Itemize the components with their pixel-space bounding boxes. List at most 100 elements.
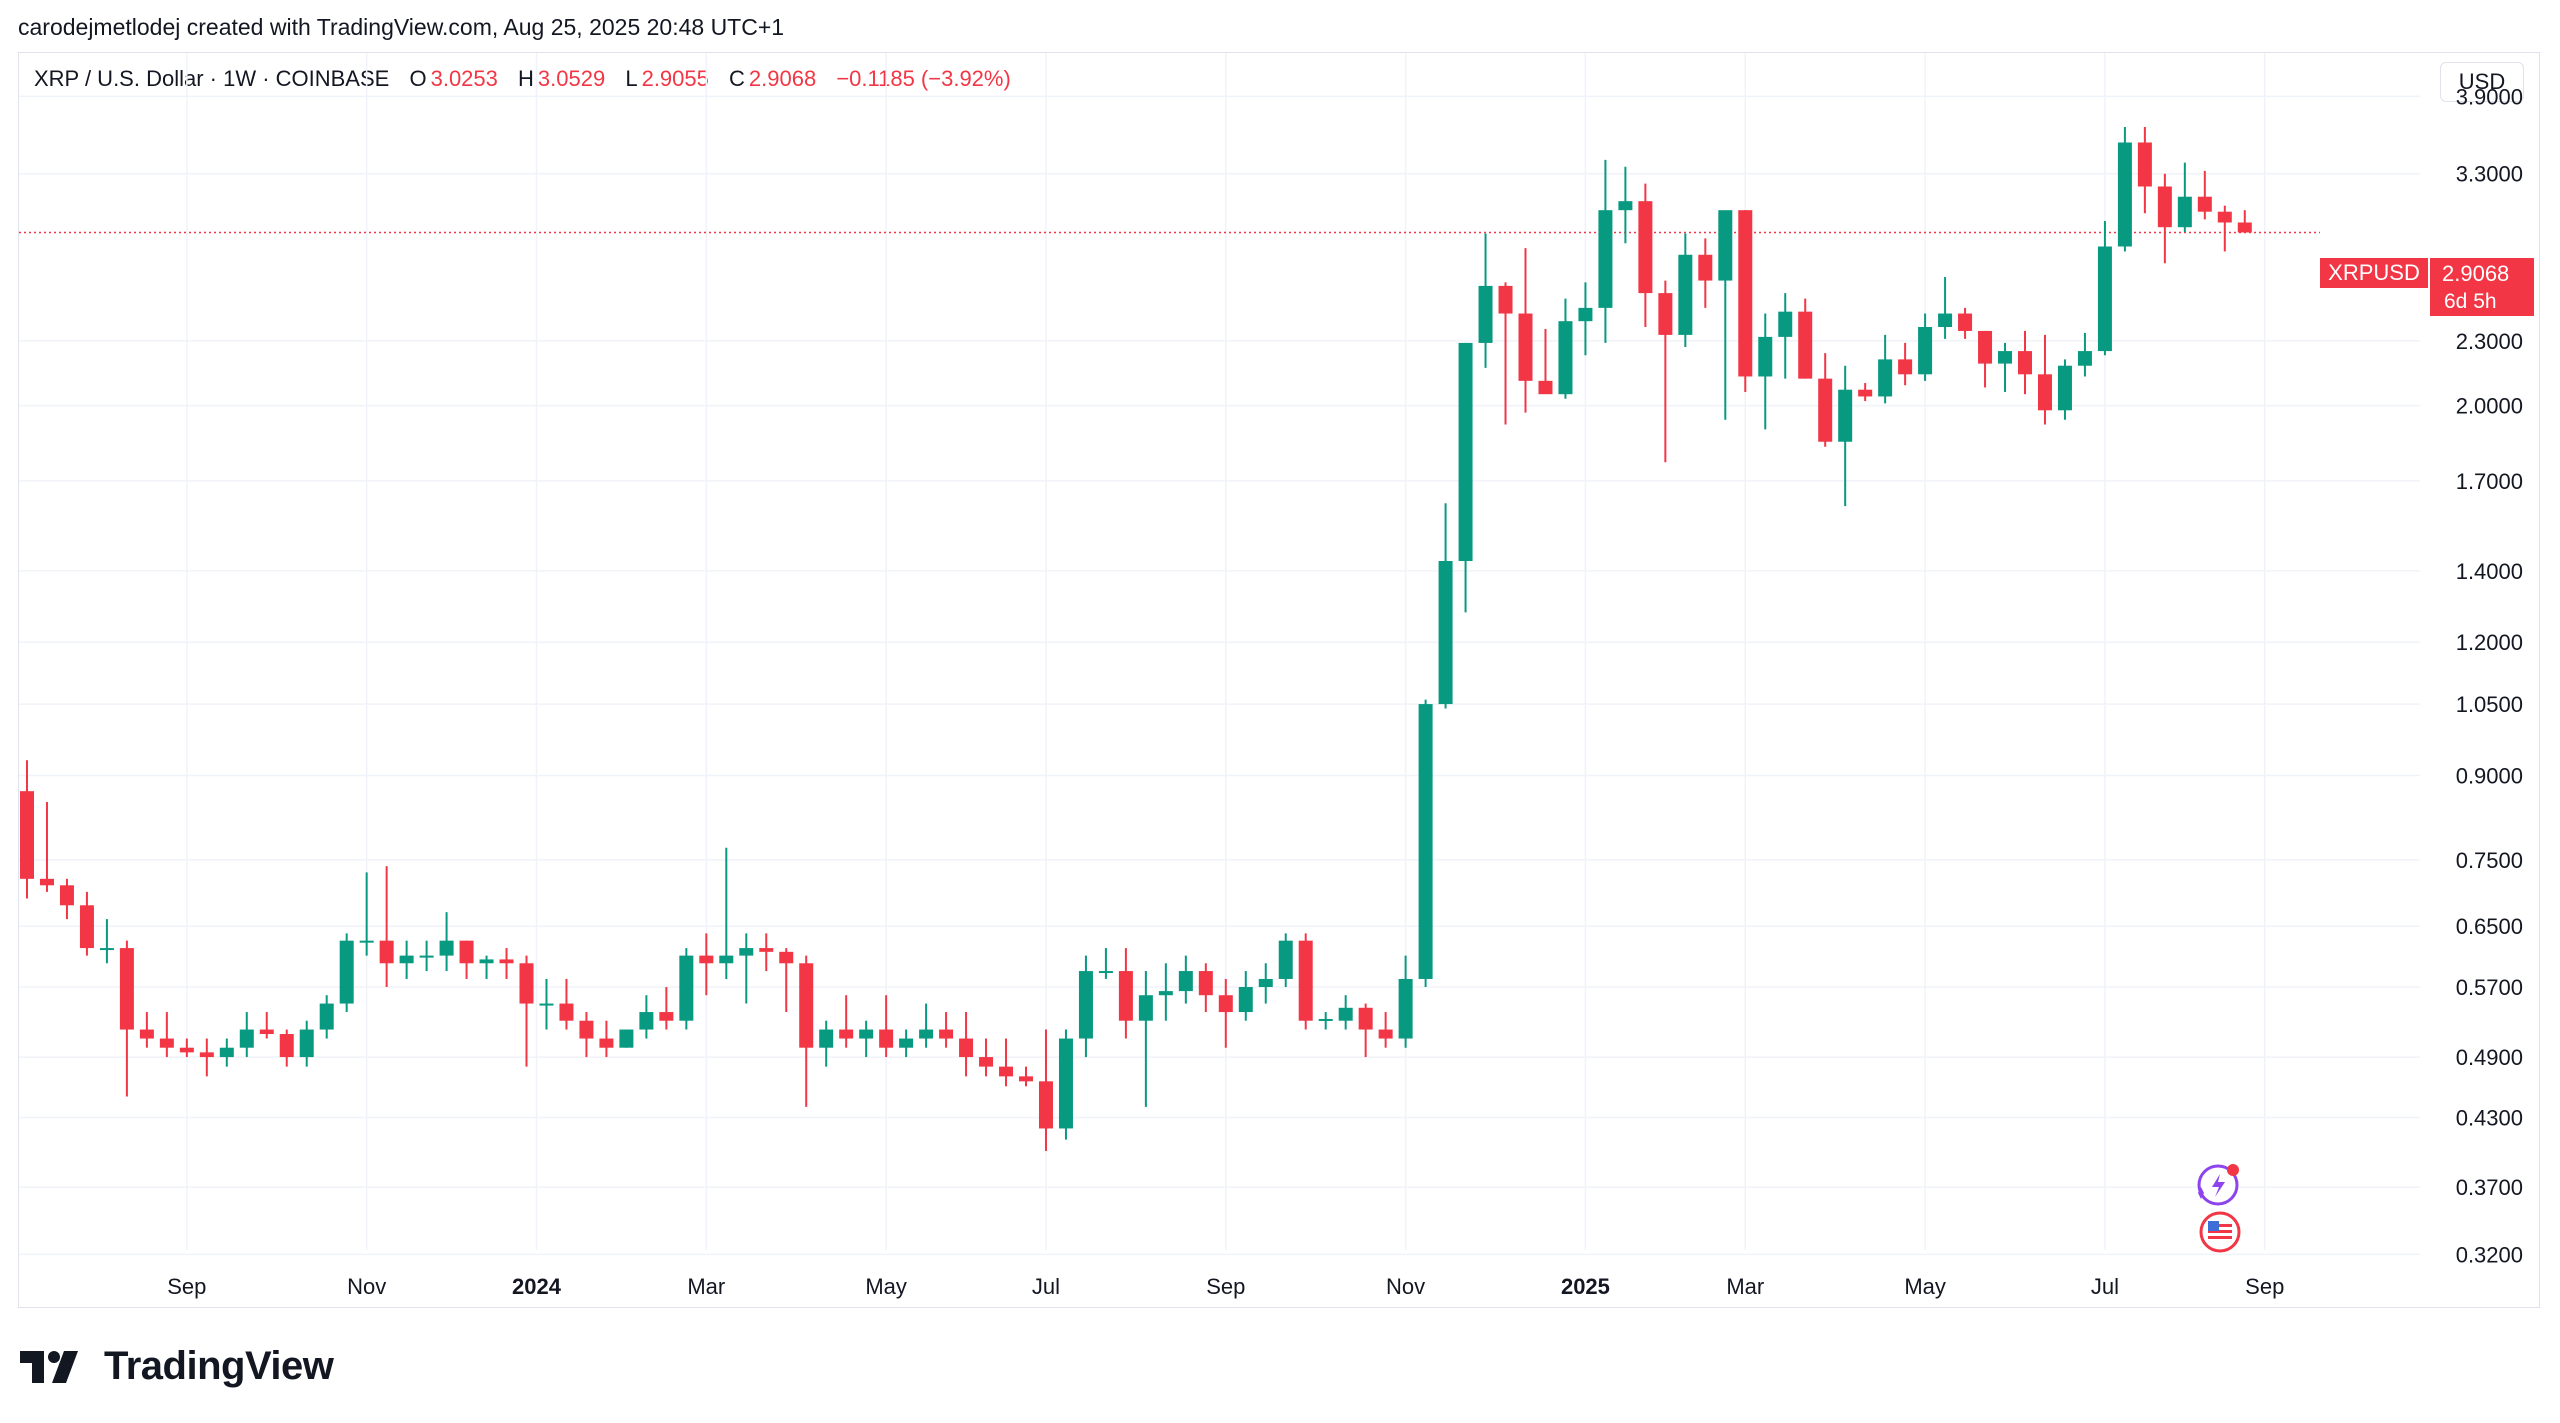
candle-body xyxy=(139,1029,154,1039)
candle-up xyxy=(1558,298,1573,399)
candle-body xyxy=(99,948,114,951)
candle-body xyxy=(619,1029,634,1048)
grid-lines xyxy=(19,53,2420,1256)
candle-body xyxy=(719,955,734,964)
candle-body xyxy=(1478,285,1493,343)
tradingview-brand[interactable]: TradingView xyxy=(20,1344,334,1389)
y-tick-label: 2.0000 xyxy=(2456,394,2523,419)
candle-body xyxy=(899,1038,914,1048)
x-tick-label: May xyxy=(1904,1274,1946,1299)
candle-down xyxy=(79,891,94,956)
candle-body xyxy=(1818,378,1833,442)
candle-down xyxy=(1638,183,1653,328)
y-tick-label: 3.3000 xyxy=(2456,162,2523,187)
candle-up xyxy=(1838,365,1853,507)
candle-body xyxy=(1458,342,1473,562)
y-tick-label: 0.7500 xyxy=(2456,848,2523,873)
candle-down xyxy=(999,1038,1014,1087)
candle-body xyxy=(879,1029,894,1048)
candle-body xyxy=(2217,211,2232,223)
ai-spark-icon[interactable] xyxy=(2197,1164,2239,1206)
price-tag: XRPUSD 2.9068 6d 5h xyxy=(2320,258,2534,316)
candle-body xyxy=(299,1029,314,1058)
currency-button[interactable]: USD xyxy=(2440,62,2524,102)
candle-up xyxy=(1878,334,1893,404)
time-axis[interactable]: Sep Nov 2024 Mar May Jul Sep Nov 2025 Mar May Jul Se… xyxy=(167,1274,2284,1299)
x-tick-label: Nov xyxy=(347,1274,386,1299)
candle-up xyxy=(1258,963,1273,1004)
candle-body xyxy=(1019,1076,1033,1082)
candle-up xyxy=(239,1012,254,1058)
change-value: −0.1185 (−3.92%) xyxy=(836,66,1011,91)
candle-up xyxy=(2097,220,2112,356)
high-label: H xyxy=(518,66,534,91)
candle-body xyxy=(599,1038,614,1048)
candle-body xyxy=(2077,351,2092,366)
y-tick-label: 0.5700 xyxy=(2456,975,2523,1000)
candle-up xyxy=(1178,955,1193,1004)
us-flag-icon[interactable] xyxy=(2199,1211,2241,1253)
close-label: C xyxy=(729,66,745,91)
candle-body xyxy=(799,963,814,1048)
candle-down xyxy=(379,866,394,988)
candle-body xyxy=(1698,254,1713,281)
candle-up xyxy=(539,978,554,1030)
candle-body xyxy=(2097,246,2112,352)
y-tick-label: 1.4000 xyxy=(2456,559,2523,584)
candle-body xyxy=(959,1038,974,1058)
candle-body xyxy=(1098,971,1113,974)
candle-up xyxy=(1918,313,1933,381)
candle-up xyxy=(1418,699,1433,988)
candle-up xyxy=(1758,313,1773,430)
candle-up xyxy=(1618,166,1633,244)
symbol-name[interactable]: XRP / U.S. Dollar · 1W · COINBASE xyxy=(34,66,390,91)
candle-body xyxy=(939,1029,954,1039)
candle-down xyxy=(659,987,674,1030)
x-tick-label: Jul xyxy=(1032,1274,1060,1299)
candle-up xyxy=(1778,293,1793,379)
candle-down xyxy=(1818,353,1833,447)
candle-body xyxy=(1598,210,1613,308)
candle-down xyxy=(1298,933,1313,1030)
candle-body xyxy=(1298,940,1313,1021)
candle-down xyxy=(1038,1029,1053,1152)
candle-body xyxy=(1158,991,1173,996)
candle-body xyxy=(1278,940,1293,979)
candle-body xyxy=(359,940,374,943)
candle-body xyxy=(2177,196,2192,228)
candle-down xyxy=(20,760,34,899)
candle-body xyxy=(479,959,494,964)
candle-body xyxy=(779,951,794,964)
candle-body xyxy=(999,1066,1014,1077)
candle-body xyxy=(1438,561,1453,705)
price-axis[interactable]: 3.9000 3.3000 2.3000 2.0000 1.7000 1.4000 1.20… xyxy=(2456,84,2523,1267)
candle-up xyxy=(1678,233,1693,347)
candle-body xyxy=(1838,389,1853,442)
candle-down xyxy=(1358,1003,1373,1058)
candle-up xyxy=(1578,282,1593,356)
candle-body xyxy=(1558,321,1573,395)
candle-body xyxy=(839,1029,854,1039)
candle-down xyxy=(799,955,814,1107)
candle-body xyxy=(1958,313,1973,331)
candle-up xyxy=(359,872,374,956)
candle-down xyxy=(259,1012,274,1039)
price-tag-bg xyxy=(2430,258,2534,316)
candle-down xyxy=(159,1012,174,1058)
candle-down xyxy=(1958,307,1973,339)
candle-body xyxy=(2057,365,2072,411)
candle-down xyxy=(2018,330,2032,395)
tradingview-wordmark: TradingView xyxy=(104,1344,334,1388)
x-tick-label: Sep xyxy=(1206,1274,1245,1299)
candle-body xyxy=(1978,330,1993,364)
candle-up xyxy=(1318,1012,1333,1030)
candle-body xyxy=(1058,1038,1073,1129)
candle-body xyxy=(2157,186,2172,228)
candle-down xyxy=(2157,173,2172,264)
candle-up xyxy=(399,940,414,979)
chart-credit: carodejmetlodej created with TradingView… xyxy=(18,14,785,40)
low-value: 2.9055 xyxy=(641,66,709,91)
candle-down xyxy=(1798,298,1813,379)
candle-up xyxy=(719,847,734,979)
